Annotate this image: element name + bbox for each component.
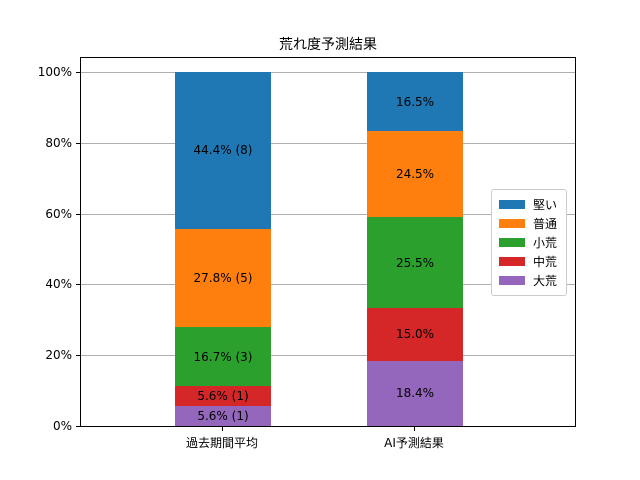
grid-line (81, 142, 575, 144)
y-tick-mark (76, 284, 80, 286)
bar-segment-小荒: 25.5% (367, 217, 463, 308)
bar-segment-label: 16.7% (3) (193, 349, 253, 364)
y-tick-label: 100% (37, 64, 72, 79)
legend-item-大荒: 大荒 (499, 271, 557, 290)
bar-AI予測結果: 16.5% 24.5% 25.5% 15.0% 18.4% (367, 72, 463, 426)
bar-segment-label: 24.5% (395, 167, 435, 182)
bar-segment-label: 5.6% (1) (197, 409, 249, 424)
bar-segment-大荒: 5.6% (1) (175, 406, 271, 426)
x-tick-mark (222, 427, 223, 431)
bar-segment-堅い: 44.4% (8) (175, 71, 271, 229)
bar-segment-label: 25.5% (395, 255, 435, 270)
legend-item-堅い: 堅い (499, 195, 557, 214)
grid-line (81, 213, 575, 215)
grid-line (81, 284, 575, 286)
y-tick-label: 40% (45, 277, 72, 292)
legend-label: 小荒 (533, 236, 558, 250)
y-tick-mark (76, 355, 80, 357)
bar-segment-label: 16.5% (395, 94, 435, 109)
legend-swatch (499, 200, 525, 209)
bar-segment-label: 15.0% (395, 327, 435, 342)
bar-segment-label: 5.6% (1) (197, 389, 249, 404)
grid-line (81, 355, 575, 357)
legend-item-普通: 普通 (499, 214, 557, 233)
chart-title: 荒れ度予測結果 (279, 37, 377, 53)
bar-segment-中荒: 15.0% (367, 307, 463, 361)
bar-segment-小荒: 16.7% (3) (175, 327, 271, 387)
bar-segment-label: 27.8% (5) (193, 271, 253, 286)
legend-item-小荒: 小荒 (499, 233, 557, 252)
y-tick-label: 0% (52, 419, 72, 433)
legend-label: 大荒 (533, 274, 558, 288)
y-tick-label: 80% (45, 135, 72, 150)
legend-swatch (499, 219, 525, 228)
legend-swatch (499, 276, 525, 285)
bar-segment-大荒: 18.4% (367, 360, 463, 426)
grid-line (81, 71, 575, 73)
x-tick-mark (414, 427, 415, 431)
y-tick-mark (76, 426, 80, 427)
legend: 堅い普通小荒中荒大荒 (491, 189, 568, 296)
y-tick-label: 20% (45, 348, 72, 363)
bar-segment-label: 18.4% (395, 386, 435, 401)
legend-label: 中荒 (533, 255, 558, 269)
y-tick-mark (76, 71, 80, 73)
bar-segment-中荒: 5.6% (1) (175, 386, 271, 407)
y-tick-mark (76, 142, 80, 144)
y-tick-mark (76, 213, 80, 215)
bar-過去期間平均: 44.4% (8) 27.8% (5) 16.7% (3) 5.6% (1) 5.6% … (175, 71, 271, 426)
x-tick-label-AI予測結果: AI予測結果 (384, 436, 444, 450)
legend-label: 普通 (533, 217, 558, 231)
legend-swatch (499, 238, 525, 247)
legend-swatch (499, 257, 525, 266)
legend-label: 堅い (533, 198, 558, 212)
bar-segment-普通: 27.8% (5) (175, 228, 271, 328)
bar-segment-堅い: 16.5% (367, 72, 463, 131)
bar-segment-label: 44.4% (8) (193, 143, 253, 158)
legend-item-中荒: 中荒 (499, 252, 557, 271)
x-tick-label-過去期間平均: 過去期間平均 (185, 436, 258, 450)
bar-segment-普通: 24.5% (367, 130, 463, 218)
y-tick-label: 60% (45, 206, 72, 221)
